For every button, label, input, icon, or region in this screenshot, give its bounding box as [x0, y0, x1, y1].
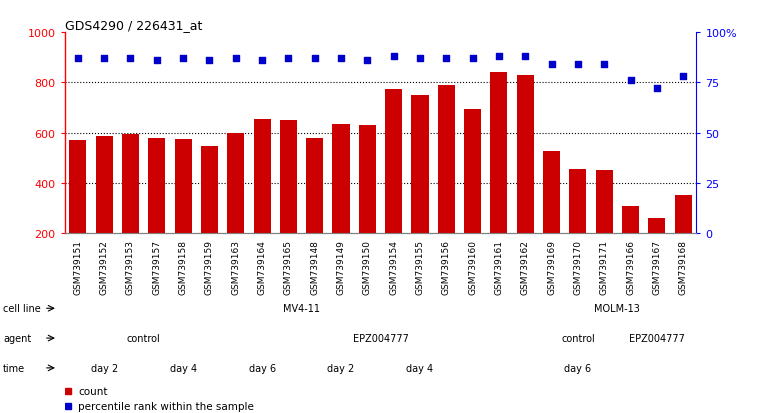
Text: MOLM-13: MOLM-13 — [594, 304, 640, 313]
Text: count: count — [78, 386, 107, 396]
Point — [203, 58, 215, 64]
Point — [124, 56, 136, 62]
Bar — [543, 152, 560, 233]
Point — [282, 56, 295, 62]
Bar — [174, 140, 192, 233]
Bar — [228, 133, 244, 233]
Point — [546, 62, 558, 69]
Bar — [385, 89, 403, 233]
Point — [598, 62, 610, 69]
Bar — [674, 196, 692, 233]
Bar — [280, 121, 297, 233]
Text: control: control — [127, 333, 161, 343]
Text: percentile rank within the sample: percentile rank within the sample — [78, 401, 254, 411]
Bar — [306, 138, 323, 233]
Point — [98, 56, 110, 62]
Point — [519, 54, 531, 60]
Point — [493, 54, 505, 60]
Text: agent: agent — [3, 333, 31, 343]
Point — [651, 86, 663, 93]
Bar — [69, 141, 87, 233]
Bar — [596, 171, 613, 233]
Text: time: time — [3, 363, 25, 373]
Text: GDS4290 / 226431_at: GDS4290 / 226431_at — [65, 19, 202, 32]
Bar — [517, 76, 533, 233]
Text: day 6: day 6 — [249, 363, 275, 373]
Bar — [648, 219, 665, 233]
Bar — [438, 85, 455, 233]
Text: day 2: day 2 — [91, 363, 118, 373]
Point — [466, 56, 479, 62]
Point — [440, 56, 452, 62]
Bar — [569, 169, 587, 233]
Point — [151, 58, 163, 64]
Bar — [490, 73, 508, 233]
Text: MV4-11: MV4-11 — [283, 304, 320, 313]
Text: cell line: cell line — [3, 304, 41, 313]
Bar — [464, 110, 481, 233]
Point — [677, 74, 689, 81]
Point — [309, 56, 321, 62]
Bar — [358, 126, 376, 233]
Point — [72, 56, 84, 62]
Point — [177, 56, 189, 62]
Bar — [122, 135, 139, 233]
Text: day 2: day 2 — [327, 363, 355, 373]
Bar — [96, 137, 113, 233]
Point — [387, 54, 400, 60]
Text: day 6: day 6 — [565, 363, 591, 373]
Bar — [412, 96, 428, 233]
Point — [256, 58, 268, 64]
Point — [361, 58, 374, 64]
Bar — [253, 119, 271, 233]
Bar — [201, 147, 218, 233]
Point — [335, 56, 347, 62]
Point — [625, 78, 637, 84]
Text: day 4: day 4 — [406, 363, 434, 373]
Bar — [333, 124, 349, 233]
Point — [414, 56, 426, 62]
Text: EPZ004777: EPZ004777 — [352, 333, 409, 343]
Bar — [148, 138, 165, 233]
Text: control: control — [561, 333, 595, 343]
Text: day 4: day 4 — [170, 363, 196, 373]
Bar — [622, 206, 639, 233]
Point — [230, 56, 242, 62]
Point — [572, 62, 584, 69]
Text: EPZ004777: EPZ004777 — [629, 333, 685, 343]
